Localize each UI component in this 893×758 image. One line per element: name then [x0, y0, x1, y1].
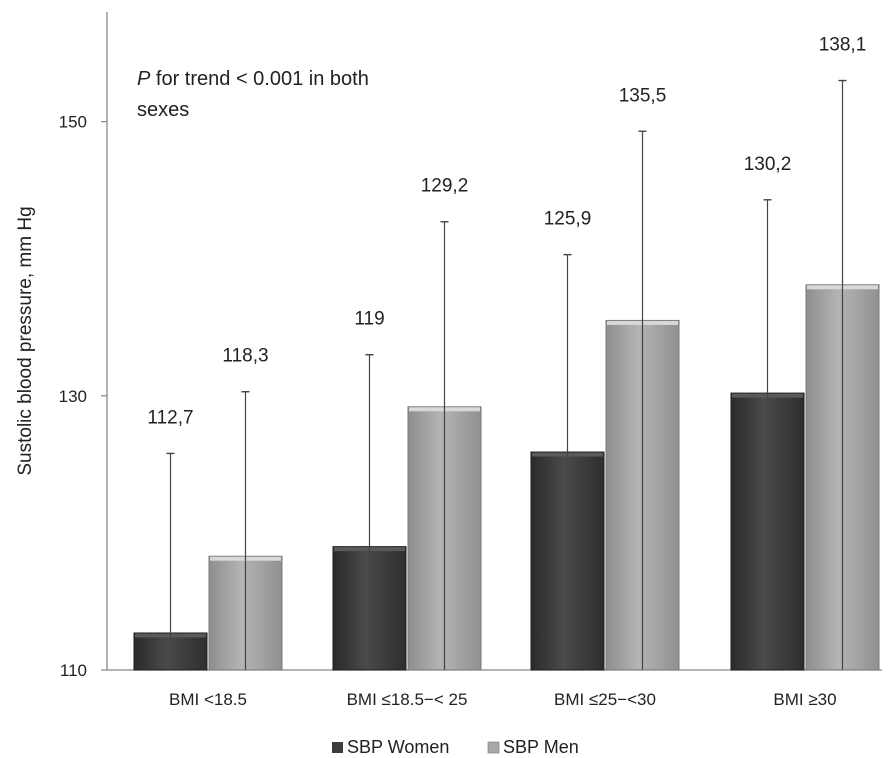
error-bar-men-2 — [638, 130, 647, 670]
legend-swatch-women — [332, 742, 343, 753]
error-bar-women-3 — [763, 199, 772, 670]
error-bar-men-1 — [440, 221, 449, 670]
data-label-women-0: 112,7 — [147, 407, 193, 428]
data-label-women-2: 125,9 — [544, 209, 592, 230]
legend: SBP Women SBP Men — [332, 737, 579, 757]
data-label-men-3: 138,1 — [819, 35, 867, 56]
data-label-women-3: 130,2 — [744, 154, 792, 175]
error-bar-men-0 — [241, 391, 250, 670]
x-category-label-1: BMI ≤18.5−< 25 — [347, 690, 468, 709]
annotation: P for trend < 0.001 in both sexes — [137, 68, 369, 121]
data-label-men-1: 129,2 — [421, 176, 469, 197]
data-label-men-0: 118,3 — [222, 346, 268, 367]
y-tick-label-130: 130 — [59, 387, 87, 406]
data-labels-layer: 112,7 119 125,9 130,2 118,3 129,2 135,5 138,1 — [147, 35, 866, 429]
data-label-women-1: 119 — [354, 309, 384, 330]
x-category-label-2: BMI ≤25−<30 — [554, 690, 656, 709]
annotation-line-1: P for trend < 0.001 in both — [137, 68, 369, 90]
y-ticks-layer: 110 130 150 — [59, 113, 107, 680]
legend-swatch-men — [487, 741, 500, 754]
y-tick-label-110: 110 — [60, 661, 87, 680]
y-tick-label-150: 150 — [59, 113, 87, 132]
x-category-label-0: BMI <18.5 — [169, 690, 247, 709]
x-categories-layer: BMI <18.5 BMI ≤18.5−< 25 BMI ≤25−<30 BMI ≥3… — [169, 690, 837, 709]
legend-label-women: SBP Women — [347, 737, 449, 757]
error-bar-women-1 — [365, 354, 374, 670]
error-bar-women-0 — [166, 452, 175, 670]
error-bar-men-3 — [838, 79, 847, 670]
annotation-text: for trend < 0.001 in both — [150, 68, 369, 90]
legend-label-men: SBP Men — [503, 737, 579, 757]
annotation-p-symbol: P — [137, 68, 151, 90]
x-category-label-3: BMI ≥30 — [773, 690, 836, 709]
error-bar-women-2 — [563, 253, 572, 670]
annotation-line-2: sexes — [137, 99, 189, 121]
y-axis-label: Sustolic blood pressure, mm Hg — [15, 206, 36, 475]
error-bars-layer — [166, 79, 847, 670]
data-label-men-2: 135,5 — [619, 85, 667, 106]
